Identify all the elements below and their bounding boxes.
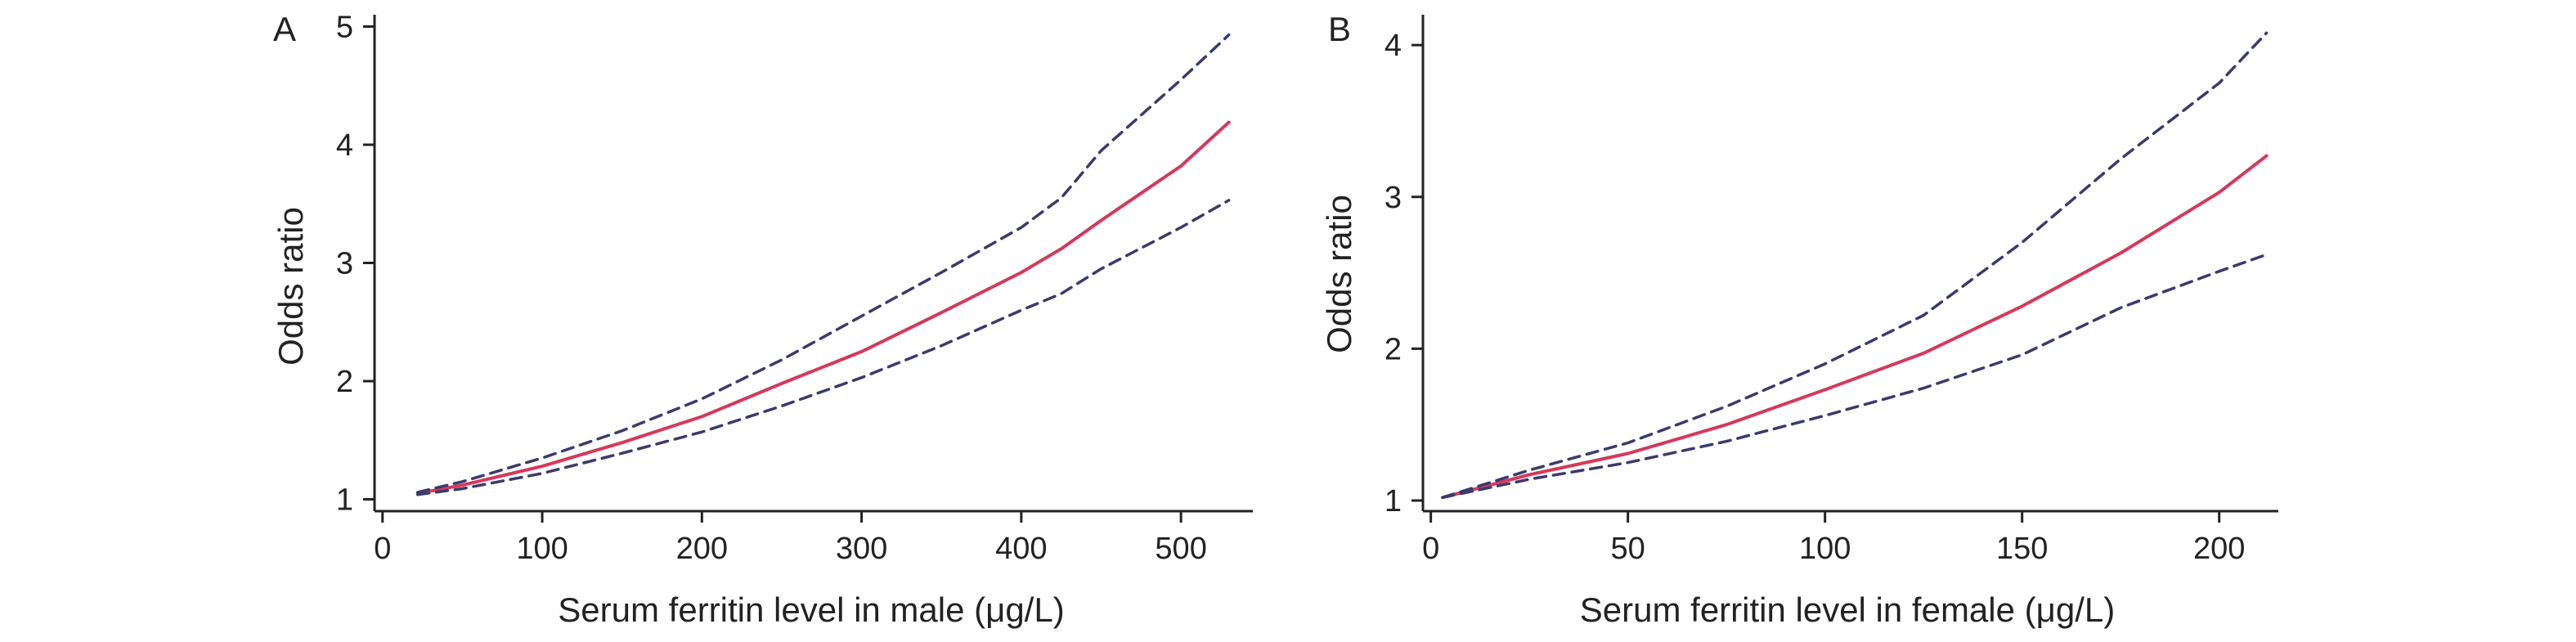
panel-a-x-tick-label: 0 bbox=[374, 532, 391, 566]
panel-a-estimate-line bbox=[415, 120, 1231, 496]
panel-b-x-tick-label: 200 bbox=[2193, 532, 2245, 566]
panel-b-y-tick-label: 1 bbox=[1384, 484, 1402, 519]
panel-b-lower-ci-line bbox=[1441, 253, 2269, 500]
panel-b-x-tick-label: 50 bbox=[1611, 532, 1645, 566]
panel-a-y-tick-label: 2 bbox=[336, 365, 353, 399]
panel-a-lower-ci-line bbox=[415, 199, 1231, 496]
panel-a-y-tick-label: 4 bbox=[336, 128, 353, 163]
panel-a-upper-ci-line bbox=[415, 33, 1231, 494]
panel-b-y-axis-title: Odds ratio bbox=[1320, 195, 1358, 353]
panel-b-y-tick-label: 4 bbox=[1384, 29, 1402, 63]
panel-b-x-tick-label: 0 bbox=[1422, 532, 1439, 566]
panel-a-y-tick-label: 1 bbox=[336, 483, 353, 518]
panel-a-y-tick-label: 5 bbox=[336, 10, 353, 44]
panel-a-y-tick-label: 3 bbox=[336, 247, 353, 281]
panel-a-x-tick-label: 100 bbox=[516, 532, 568, 566]
panel-a-x-tick-label: 200 bbox=[676, 532, 728, 566]
panel-a-x-axis-title: Serum ferritin level in male (μg/L) bbox=[558, 590, 1064, 629]
panel-a-y-axis-title: Odds ratio bbox=[272, 207, 310, 366]
panel-a-lines bbox=[415, 33, 1231, 496]
panel-a-x-tick-label: 300 bbox=[836, 532, 887, 566]
panel-a-axes: 0 100 200 300 400 500 1 2 3 4 5 bbox=[336, 10, 1253, 566]
panel-b-y-tick-label: 2 bbox=[1384, 332, 1402, 366]
panel-b-estimate-line bbox=[1441, 154, 2269, 500]
panel-b-y-tick-label: 3 bbox=[1384, 181, 1402, 215]
panel-b-x-axis-title: Serum ferritin level in female (μg/L) bbox=[1580, 590, 2115, 629]
panel-b-upper-ci-line bbox=[1441, 31, 2269, 500]
panel-b-lines bbox=[1441, 31, 2269, 500]
panel-b-axes: 0 50 100 150 200 1 2 3 4 bbox=[1384, 15, 2278, 566]
panel-b: B 0 50 100 150 200 1 2 3 4 Serum ferritin level … bbox=[1320, 10, 2278, 629]
panel-a-x-tick-label: 500 bbox=[1155, 532, 1206, 566]
panel-a-x-tick-label: 400 bbox=[995, 532, 1047, 566]
panel-b-x-tick-label: 100 bbox=[1799, 532, 1851, 566]
panel-b-label: B bbox=[1328, 10, 1351, 48]
panel-b-x-tick-label: 150 bbox=[1996, 532, 2048, 566]
panel-a: A 0 100 200 300 400 500 1 2 3 4 5 Serum ferritin l… bbox=[272, 10, 1253, 629]
panel-a-label: A bbox=[273, 10, 296, 48]
